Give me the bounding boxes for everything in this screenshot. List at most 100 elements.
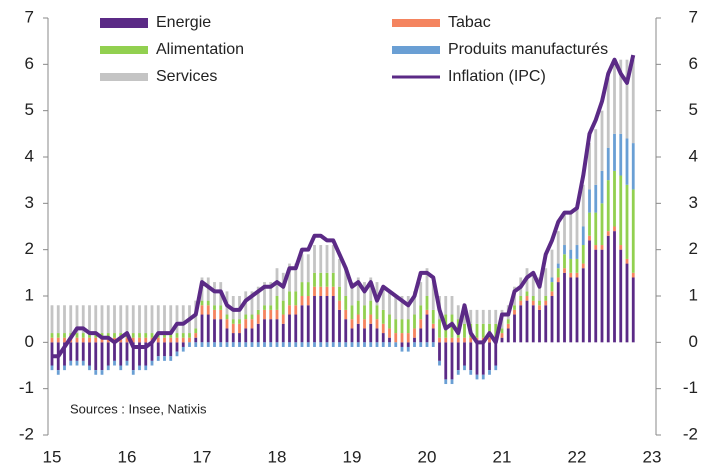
bar-segment bbox=[531, 300, 535, 306]
y-tick-label: 3 bbox=[25, 193, 34, 212]
x-tick-label: 19 bbox=[343, 447, 362, 466]
bar-segment bbox=[594, 184, 598, 213]
y-tick-label: 1 bbox=[25, 285, 34, 304]
bar-segment bbox=[419, 282, 423, 306]
bar-segment bbox=[444, 379, 448, 385]
bar-segment bbox=[238, 319, 241, 324]
bar-segment bbox=[138, 365, 141, 371]
bar-segment bbox=[119, 365, 123, 371]
bar-segment bbox=[181, 305, 185, 334]
bar-segment bbox=[100, 370, 104, 375]
bar-segment bbox=[631, 272, 635, 278]
bar-segment bbox=[600, 170, 604, 204]
bar-segment bbox=[113, 305, 116, 334]
bar-segment bbox=[625, 184, 629, 259]
bar-segment bbox=[175, 337, 179, 343]
bar-segment bbox=[338, 300, 341, 310]
bar-segment bbox=[294, 342, 298, 347]
bar-segment bbox=[625, 258, 629, 264]
bar-segment bbox=[556, 263, 560, 269]
bar-segment bbox=[194, 328, 198, 334]
bar-segment bbox=[56, 337, 60, 343]
y2-tick-label: 7 bbox=[689, 7, 698, 26]
bar-segment bbox=[369, 314, 373, 324]
bar-segment bbox=[581, 245, 585, 264]
bar-segment bbox=[150, 333, 154, 338]
bar-segment bbox=[475, 323, 479, 338]
bar-segment bbox=[75, 333, 79, 338]
bar-segment bbox=[494, 323, 498, 338]
bar-segment bbox=[406, 333, 410, 343]
bar-segment bbox=[244, 342, 248, 347]
bar-segment bbox=[306, 282, 310, 296]
bar-segment bbox=[81, 342, 85, 361]
bar-segment bbox=[563, 212, 566, 246]
y-tick-label: -2 bbox=[19, 424, 34, 443]
inflation-line bbox=[52, 54, 636, 359]
bar-segment bbox=[438, 360, 441, 366]
bar-segment bbox=[431, 309, 435, 324]
bar-segment bbox=[206, 314, 210, 343]
bar-segment bbox=[625, 59, 629, 139]
bar-segment bbox=[94, 305, 98, 334]
bar-segment bbox=[281, 323, 285, 343]
bar-segment bbox=[444, 342, 448, 380]
bar-segment bbox=[425, 268, 429, 296]
legend-swatch bbox=[392, 19, 440, 27]
bar-segment bbox=[306, 305, 310, 343]
bar-segment bbox=[106, 305, 110, 334]
bar-segment bbox=[156, 342, 160, 357]
bar-segment bbox=[544, 300, 548, 306]
bar-segment bbox=[544, 296, 548, 301]
annotation: Sources : Insee, Natixis bbox=[70, 401, 207, 416]
bar-segment bbox=[325, 245, 329, 273]
bar-segment bbox=[131, 337, 135, 343]
bar-segment bbox=[156, 356, 160, 361]
bar-segment bbox=[63, 342, 66, 366]
bar-segment bbox=[431, 323, 435, 329]
bar-segment bbox=[606, 231, 610, 236]
bar-segment bbox=[381, 309, 385, 324]
bar-segment bbox=[313, 296, 316, 343]
bar-segment bbox=[531, 296, 535, 301]
bar-segment bbox=[113, 360, 116, 366]
bar-segment bbox=[113, 333, 116, 338]
bar-segment bbox=[438, 319, 441, 338]
bar-segment bbox=[613, 226, 616, 232]
bar-segment bbox=[213, 342, 216, 347]
bar-segment bbox=[381, 342, 385, 347]
bar-segment bbox=[169, 342, 173, 357]
bar-segment bbox=[63, 333, 66, 338]
bar-segment bbox=[363, 319, 366, 329]
bar-segment bbox=[281, 342, 285, 347]
y2-tick-label: 4 bbox=[689, 146, 698, 165]
bar-segment bbox=[569, 277, 573, 343]
bar-segment bbox=[463, 365, 466, 371]
bar-segment bbox=[325, 286, 329, 296]
bar-segment bbox=[175, 305, 179, 334]
bar-segment bbox=[319, 296, 323, 343]
bar-segment bbox=[125, 337, 129, 343]
bar-segment bbox=[450, 342, 454, 380]
bar-segment bbox=[563, 254, 566, 269]
bar-segment bbox=[356, 342, 360, 347]
bar-segment bbox=[206, 342, 210, 347]
bar-segment bbox=[88, 305, 91, 334]
bar-segment bbox=[281, 300, 285, 315]
bar-segment bbox=[481, 374, 485, 380]
bar-segment bbox=[600, 110, 604, 171]
bar-segment bbox=[88, 365, 91, 371]
bar-segment bbox=[306, 296, 310, 306]
y-tick-label: 4 bbox=[25, 146, 34, 165]
bar-segment bbox=[619, 59, 623, 134]
bar-segment bbox=[169, 337, 173, 343]
y-tick-label: 5 bbox=[25, 100, 34, 119]
bar-segment bbox=[600, 203, 604, 246]
bar-segment bbox=[344, 309, 348, 320]
bar-segment bbox=[469, 370, 473, 375]
bar-segment bbox=[138, 333, 141, 338]
bar-segment bbox=[194, 342, 198, 347]
bar-segment bbox=[494, 309, 498, 324]
bar-segment bbox=[538, 309, 541, 343]
bar-segment bbox=[550, 296, 554, 343]
